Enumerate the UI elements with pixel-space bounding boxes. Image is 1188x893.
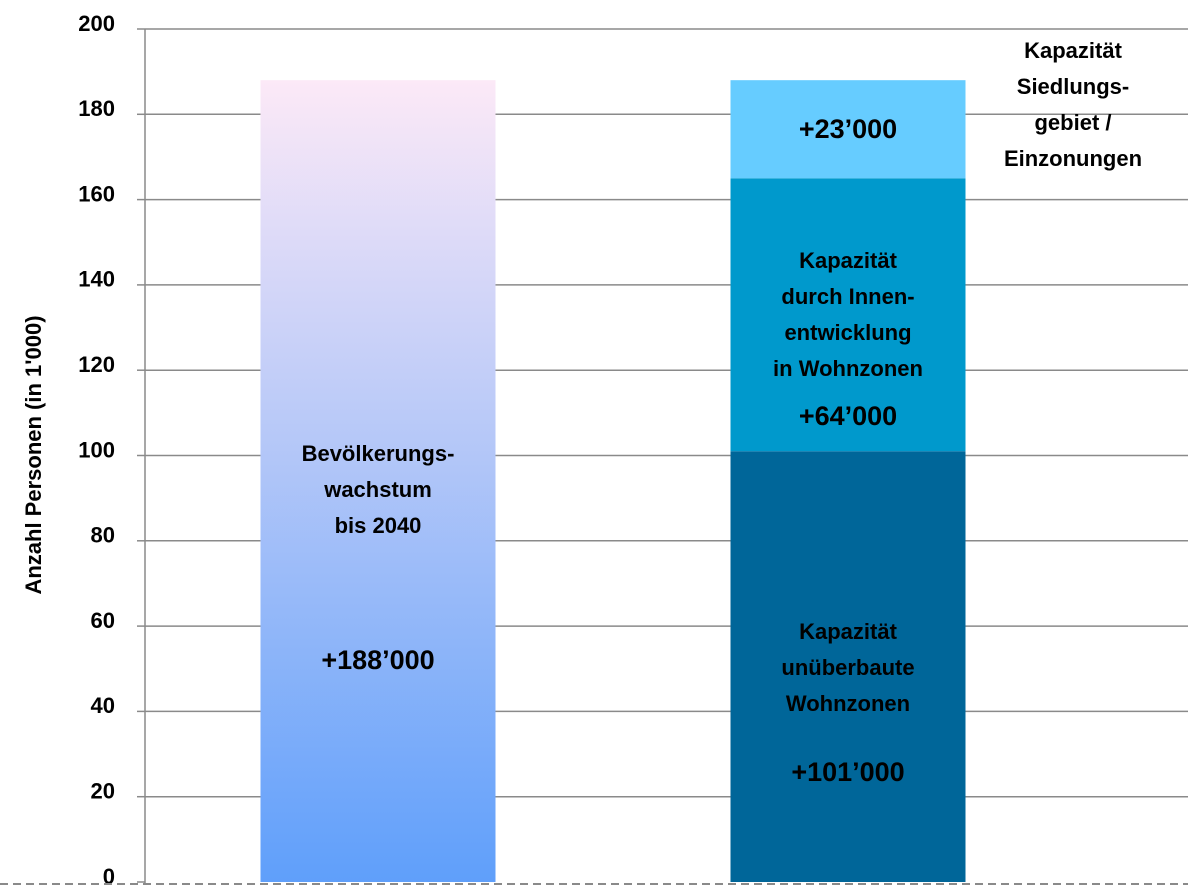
bar-segment (730, 80, 966, 179)
y-tick-label: 160 (78, 181, 115, 206)
bar-segment (260, 80, 496, 883)
value-label: +188’000 (321, 645, 434, 675)
y-tick-label: 140 (78, 267, 115, 292)
segment-label: Einzonungen (1004, 146, 1142, 171)
segment-label: bis 2040 (335, 513, 422, 538)
segment-label: Kapazität (799, 248, 897, 273)
y-tick-label: 180 (78, 96, 115, 121)
segment-label: Kapazität (799, 619, 897, 644)
segment-label: Siedlungs- (1017, 74, 1129, 99)
value-label: +64’000 (799, 401, 897, 431)
y-tick-label: 100 (78, 437, 115, 462)
bar-segment (730, 451, 966, 882)
y-axis-label: Anzahl Personen (in 1'000) (21, 315, 46, 594)
bar-segment (730, 178, 966, 452)
segment-label: gebiet / (1034, 110, 1111, 135)
segment-label: unüberbaute (781, 655, 914, 680)
segment-label: durch Innen- (781, 284, 914, 309)
y-tick-label: 120 (78, 352, 115, 377)
segment-label: Kapazität (1024, 38, 1122, 63)
value-label: +23’000 (799, 114, 897, 144)
y-tick-label: 20 (91, 779, 115, 804)
segment-label: wachstum (323, 477, 432, 502)
segment-label: entwicklung (784, 320, 911, 345)
y-tick-label: 40 (91, 693, 115, 718)
segment-label: Bevölkerungs- (302, 441, 455, 466)
segment-label: Wohnzonen (786, 691, 910, 716)
value-label: +101’000 (791, 757, 904, 787)
y-tick-label: 60 (91, 608, 115, 633)
y-tick-label: 200 (78, 11, 115, 36)
segment-label: in Wohnzonen (773, 356, 923, 381)
y-tick-label: 0 (103, 864, 115, 889)
y-tick-label: 80 (91, 523, 115, 548)
